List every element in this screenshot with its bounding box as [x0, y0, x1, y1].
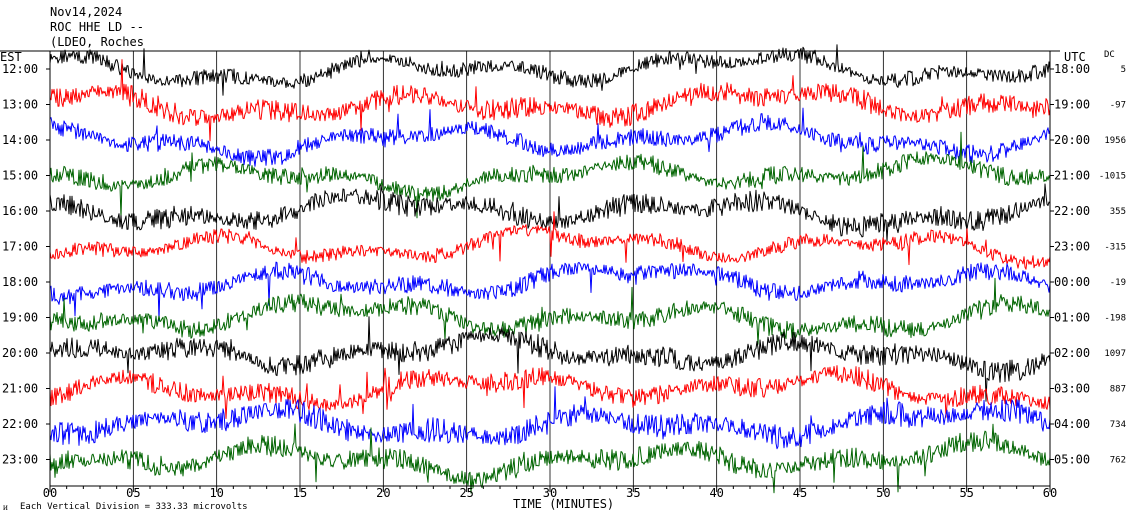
x-tick-label: 15: [293, 486, 307, 500]
dc-offset-label: 5: [1121, 65, 1126, 75]
x-tick-label: 40: [709, 486, 723, 500]
x-tick-labels: 00 05 10 15 20 25 30 35 40 45 50 55 60: [43, 486, 1057, 500]
trace-blue: [49, 386, 1051, 450]
utc-hour-label: 21:00: [1054, 169, 1090, 183]
x-tick-label: 45: [793, 486, 807, 500]
trace-black: [49, 183, 1051, 242]
header-station: ROC HHE LD --: [50, 20, 144, 34]
dc-title: DC: [1104, 50, 1115, 60]
utc-hour-label: 03:00: [1054, 382, 1090, 396]
dc-offset-label: 355: [1110, 207, 1126, 217]
trace-red: [49, 211, 1051, 270]
utc-hour-label: 23:00: [1054, 240, 1090, 254]
x-axis-title: TIME (MINUTES): [513, 497, 614, 511]
utc-hour-label: 00:00: [1054, 275, 1090, 289]
est-hour-label: 15:00: [2, 169, 38, 183]
trace-blue: [49, 261, 1051, 322]
x-tick-label: 25: [459, 486, 473, 500]
trace-red: [49, 365, 1051, 419]
est-hour-label: 17:00: [2, 240, 38, 254]
utc-hour-labels: 18:00 19:00 20:00 21:00 22:00 23:00 00:00 01:00…: [1054, 62, 1090, 467]
x-tick-label: 05: [126, 486, 140, 500]
dc-offset-label: 1956: [1104, 136, 1126, 146]
dc-offset-label: 762: [1110, 456, 1126, 466]
x-tick-label: 35: [626, 486, 640, 500]
trace-green: [49, 277, 1051, 345]
est-hour-label: 14:00: [2, 133, 38, 147]
x-tick-label: 50: [876, 486, 890, 500]
dc-offset-label: 887: [1110, 385, 1126, 395]
left-axis-title: EST: [0, 50, 22, 64]
est-hour-label: 19:00: [2, 311, 38, 325]
utc-hour-label: 19:00: [1054, 98, 1090, 112]
est-hour-label: 21:00: [2, 382, 38, 396]
est-hour-labels: 12:00 13:00 14:00 15:00 16:00 17:00 18:00 19:00…: [2, 62, 38, 467]
utc-hour-label: 01:00: [1054, 311, 1090, 325]
header-date: Nov14,2024: [50, 5, 122, 19]
trace-red: [49, 59, 1051, 142]
utc-hour-label: 05:00: [1054, 453, 1090, 467]
est-hour-label: 18:00: [2, 275, 38, 289]
plot-frame: [0, 50, 1060, 487]
header-network: (LDEO, Roches: [50, 35, 144, 49]
dc-offset-label: 734: [1110, 420, 1126, 430]
est-hour-label: 16:00: [2, 204, 38, 218]
trace-black: [49, 316, 1051, 402]
dc-offset-label: -19: [1110, 278, 1126, 288]
trace-black: [49, 44, 1051, 96]
scale-note-marker: ᴎ: [3, 503, 8, 513]
x-tick-label: 55: [959, 486, 973, 500]
dc-offset-label: -198: [1104, 314, 1126, 324]
dc-offset-label: 1097: [1104, 349, 1126, 359]
trace-green: [49, 423, 1051, 494]
dc-offset-labels: 5 -97 1956 -1015 355 -315 -19 -198 1097 887 734 762: [1099, 65, 1126, 466]
est-hour-label: 12:00: [2, 62, 38, 76]
est-hour-label: 22:00: [2, 417, 38, 431]
est-hour-label: 20:00: [2, 346, 38, 360]
x-tick-label: 20: [376, 486, 390, 500]
est-hour-label: 23:00: [2, 453, 38, 467]
utc-hour-label: 20:00: [1054, 133, 1090, 147]
utc-hour-label: 22:00: [1054, 204, 1090, 218]
right-axis-title: UTC: [1064, 50, 1086, 64]
x-tick-label: 60: [1043, 486, 1057, 500]
trace-green: [49, 131, 1051, 219]
utc-hour-label: 02:00: [1054, 346, 1090, 360]
dc-offset-label: -97: [1110, 101, 1126, 111]
est-hour-label: 13:00: [2, 98, 38, 112]
seismic-traces: [49, 44, 1051, 494]
x-tick-label: 30: [543, 486, 557, 500]
scale-note: Each Vertical Division = 333.33 microvol…: [20, 502, 248, 512]
utc-hour-label: 18:00: [1054, 62, 1090, 76]
x-tick-label: 00: [43, 486, 57, 500]
dc-offset-label: -315: [1104, 243, 1126, 253]
trace-blue: [49, 107, 1051, 167]
dc-offset-label: -1015: [1099, 172, 1126, 182]
utc-hour-label: 04:00: [1054, 417, 1090, 431]
x-tick-label: 10: [209, 486, 223, 500]
